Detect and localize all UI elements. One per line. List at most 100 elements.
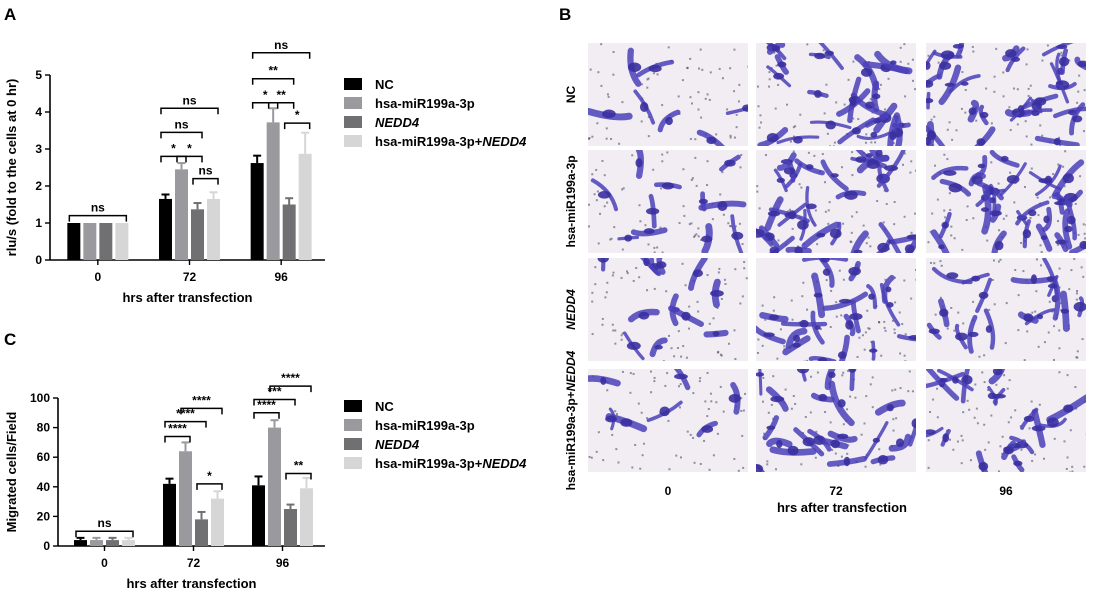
micrograph-background — [588, 258, 748, 361]
significance-label: **** — [257, 398, 276, 412]
significance-bracket — [196, 483, 223, 490]
significance-bracket — [253, 412, 280, 419]
panel-c-letter: C — [4, 330, 16, 349]
micrograph-tile — [756, 369, 916, 472]
bar — [250, 163, 264, 260]
micrograph-background — [588, 43, 748, 146]
micrograph-row-label: hsa-miR199a-3p+NEDD4 — [564, 350, 578, 490]
legend-swatch — [344, 78, 362, 90]
significance-label: ** — [268, 64, 278, 78]
legend-entry: NC — [375, 77, 394, 92]
significance-bracket — [160, 155, 187, 163]
y-tick-label: 4 — [35, 105, 42, 119]
chart-panel-a: 0 1 2 3 4 5 0 72 96 hrs after transfection rlu/s (… — [4, 38, 527, 305]
significance-label: ** — [276, 88, 286, 102]
micrograph-tile — [588, 258, 748, 361]
legend-entry: NC — [375, 399, 394, 414]
x-axis-label: hrs after transfection — [122, 290, 252, 305]
bar — [284, 509, 297, 546]
legend-entry: hsa-miR199a-3p — [375, 418, 475, 433]
significance-label: * — [207, 469, 212, 483]
bar — [74, 540, 87, 546]
significance-bracket — [285, 472, 312, 480]
legend-swatch — [344, 419, 362, 431]
significance-label: **** — [168, 421, 187, 435]
significance-bracket — [269, 385, 312, 393]
significance-bracket — [192, 177, 219, 185]
bar — [252, 485, 265, 546]
significance-bracket — [164, 435, 191, 443]
significance-label: * — [295, 108, 300, 122]
chart-panel-c: 0 20 40 60 80 100 0 72 96 hrs after transfection M… — [4, 371, 527, 591]
micrograph-tile — [756, 258, 916, 361]
bar — [207, 198, 220, 260]
significance-label: * — [187, 141, 192, 155]
micrograph-tile — [756, 150, 916, 253]
y-axis-label: rlu/s (fold to the cells at 0 hr) — [4, 79, 19, 257]
x-axis-label: hrs after transfection — [126, 576, 256, 591]
significance-label: *** — [267, 384, 281, 398]
significance-label: **** — [281, 371, 300, 385]
y-axis-label: Migrated cells/Field — [4, 412, 19, 533]
micrograph-column-label: 0 — [665, 484, 672, 498]
significance-label: ns — [174, 117, 188, 131]
significance-label: ns — [182, 93, 196, 107]
bar — [67, 223, 81, 260]
significance-bracket — [251, 102, 279, 109]
legend-entry: NEDD4 — [375, 437, 420, 452]
bar — [211, 498, 224, 546]
bar — [300, 488, 313, 546]
bar — [179, 451, 192, 546]
micrograph-tile — [926, 150, 1086, 253]
y-tick-label: 5 — [35, 68, 42, 82]
bar — [175, 169, 188, 260]
legend-swatch — [344, 400, 362, 412]
micrograph-background — [756, 258, 916, 361]
bar — [159, 198, 172, 260]
bar — [268, 427, 281, 546]
y-tick-label: 40 — [37, 480, 51, 494]
bar — [191, 209, 204, 260]
y-tick-label: 80 — [37, 421, 51, 435]
significance-label: ns — [198, 164, 212, 178]
legend-swatch — [344, 97, 362, 109]
micrograph-row-label: hsa-miR199a-3p — [564, 155, 578, 247]
micrograph-tile — [588, 369, 748, 472]
micrograph-row-label: NEDD4 — [564, 289, 578, 330]
bar — [298, 153, 312, 260]
significance-bracket — [160, 131, 203, 139]
legend-swatch — [344, 438, 362, 450]
significance-bracket — [251, 77, 295, 85]
legend-entry: hsa-miR199a-3p — [375, 96, 475, 111]
x-tick-label: 96 — [276, 556, 290, 570]
significance-bracket — [75, 530, 134, 538]
bar — [163, 483, 176, 546]
bar — [282, 204, 296, 260]
x-tick-label: 96 — [274, 270, 288, 284]
y-tick-label: 0 — [35, 253, 42, 267]
y-tick-label: 2 — [35, 179, 42, 193]
micrograph-tile — [588, 43, 748, 146]
micrograph-column-label: 96 — [999, 484, 1013, 498]
micrograph-panel-b: NC hsa-miR199a-3p NEDD4 hsa-miR199a-3p+NEDD… — [564, 43, 1086, 515]
legend-swatch — [344, 135, 362, 147]
panel-a-letter: A — [4, 5, 16, 24]
bar — [83, 223, 97, 260]
x-tick-label: 72 — [187, 556, 201, 570]
panel-b-letter: B — [559, 5, 571, 24]
y-tick-label: 20 — [37, 509, 51, 523]
bar — [195, 519, 208, 546]
x-tick-label: 0 — [94, 270, 101, 284]
significance-label: ns — [97, 516, 111, 530]
micrograph-x-axis-label: hrs after transfection — [777, 500, 907, 515]
significance-bracket — [251, 52, 311, 59]
legend-swatch — [344, 116, 362, 128]
x-tick-label: 0 — [101, 556, 108, 570]
significance-bracket — [68, 214, 128, 222]
significance-bracket — [176, 155, 203, 163]
micrograph-column-label: 72 — [829, 484, 843, 498]
bar — [99, 223, 113, 260]
micrograph-tile — [926, 258, 1086, 361]
significance-label: ns — [274, 38, 288, 52]
